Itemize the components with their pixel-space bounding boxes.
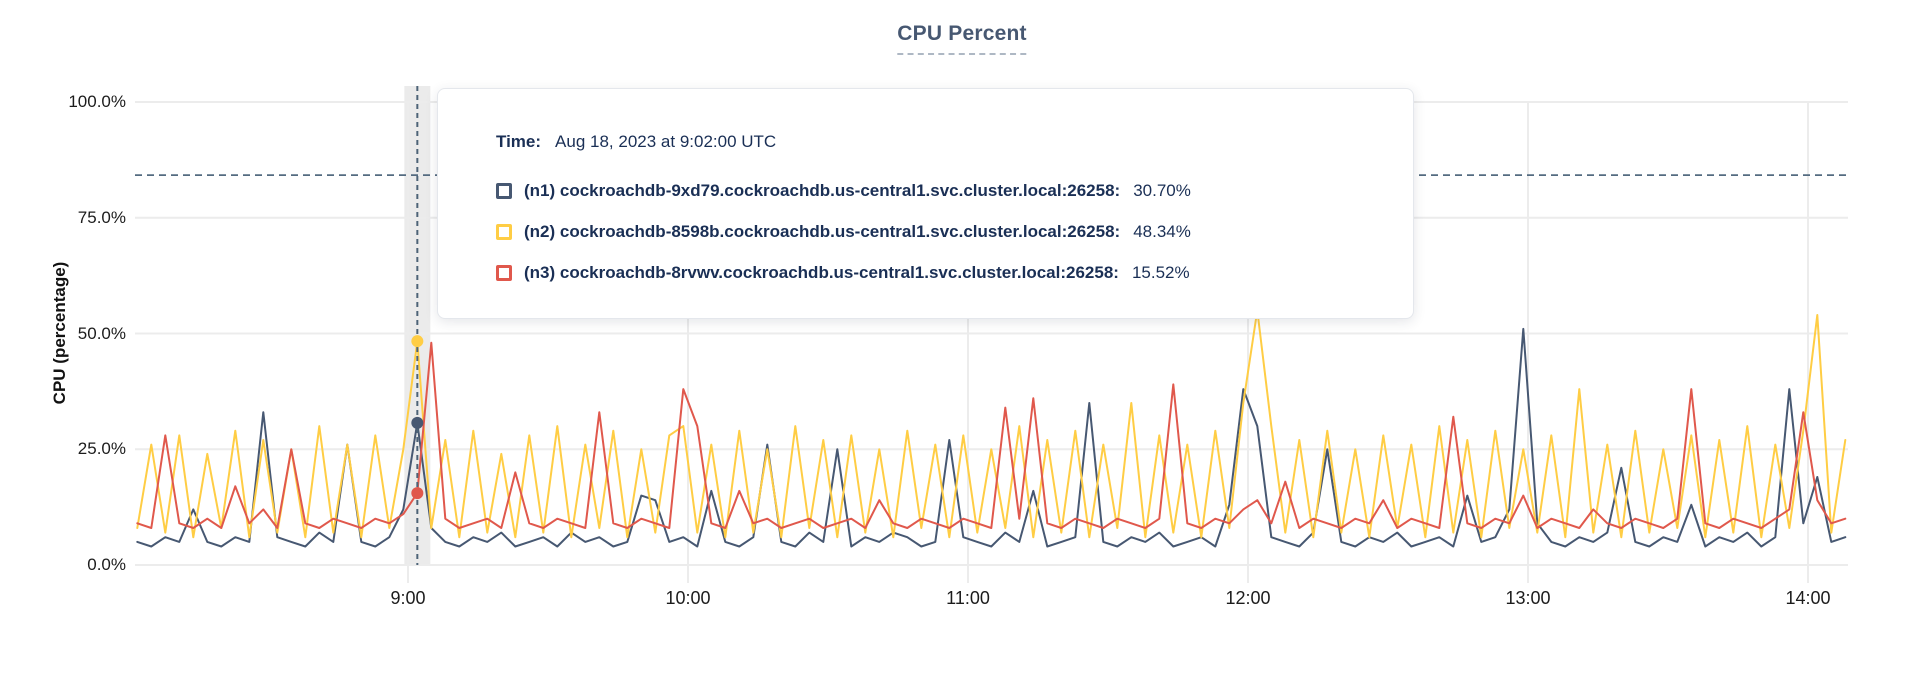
hover-markers-layer bbox=[411, 335, 424, 500]
series-swatch-n3 bbox=[496, 264, 512, 281]
series-value-n2: 48.34% bbox=[1133, 222, 1191, 241]
series-name-n2: (n2) cockroachdb-8598b.cockroachdb.us-ce… bbox=[524, 222, 1121, 241]
tooltip-time-label: Time: bbox=[496, 132, 542, 151]
chart-title[interactable]: CPU Percent bbox=[897, 22, 1027, 55]
hover-marker-n2 bbox=[411, 335, 424, 348]
y-tick-label: 50.0% bbox=[77, 323, 126, 343]
series-name-n3: (n3) cockroachdb-8rvwv.cockroachdb.us-ce… bbox=[524, 263, 1119, 282]
y-tick-label: 0.0% bbox=[87, 555, 126, 574]
x-tick-label: 10:00 bbox=[665, 588, 711, 608]
y-tick-label: 75.0% bbox=[77, 207, 126, 227]
series-value-n3: 15.52% bbox=[1131, 263, 1190, 282]
series-swatch-n1 bbox=[496, 182, 512, 199]
hover-tooltip: Time: Aug 18, 2023 at 9:02:00 UTC (n1) c… bbox=[437, 88, 1414, 319]
tooltip-time-row: Time: Aug 18, 2023 at 9:02:00 UTC bbox=[496, 131, 1383, 152]
hover-marker-n3 bbox=[411, 487, 424, 500]
x-tick-label: 9:00 bbox=[390, 588, 426, 608]
x-tick-label: 12:00 bbox=[1225, 588, 1271, 608]
series-layer bbox=[136, 309, 1847, 548]
hover-marker-n1 bbox=[411, 416, 424, 429]
x-tick-label: 14:00 bbox=[1785, 588, 1831, 608]
series-line-n2 bbox=[136, 309, 1847, 539]
tooltip-time-value: Aug 18, 2023 at 9:02:00 UTC bbox=[555, 132, 777, 151]
series-line-n1 bbox=[136, 327, 1847, 548]
y-tick-label: 25.0% bbox=[77, 439, 126, 459]
tooltip-series-row: (n3) cockroachdb-8rvwv.cockroachdb.us-ce… bbox=[496, 262, 1383, 283]
tooltip-series-row: (n1) cockroachdb-9xd79.cockroachdb.us-ce… bbox=[496, 180, 1383, 201]
series-swatch-n2 bbox=[496, 223, 512, 240]
y-tick-label: 100.0% bbox=[68, 92, 126, 111]
x-tick-label: 13:00 bbox=[1505, 588, 1551, 608]
series-line-n3 bbox=[136, 341, 1847, 529]
tooltip-series-row: (n2) cockroachdb-8598b.cockroachdb.us-ce… bbox=[496, 221, 1383, 242]
series-name-n1: (n1) cockroachdb-9xd79.cockroachdb.us-ce… bbox=[524, 181, 1121, 200]
x-tick-label: 11:00 bbox=[946, 588, 990, 608]
series-value-n1: 30.70% bbox=[1133, 181, 1191, 200]
